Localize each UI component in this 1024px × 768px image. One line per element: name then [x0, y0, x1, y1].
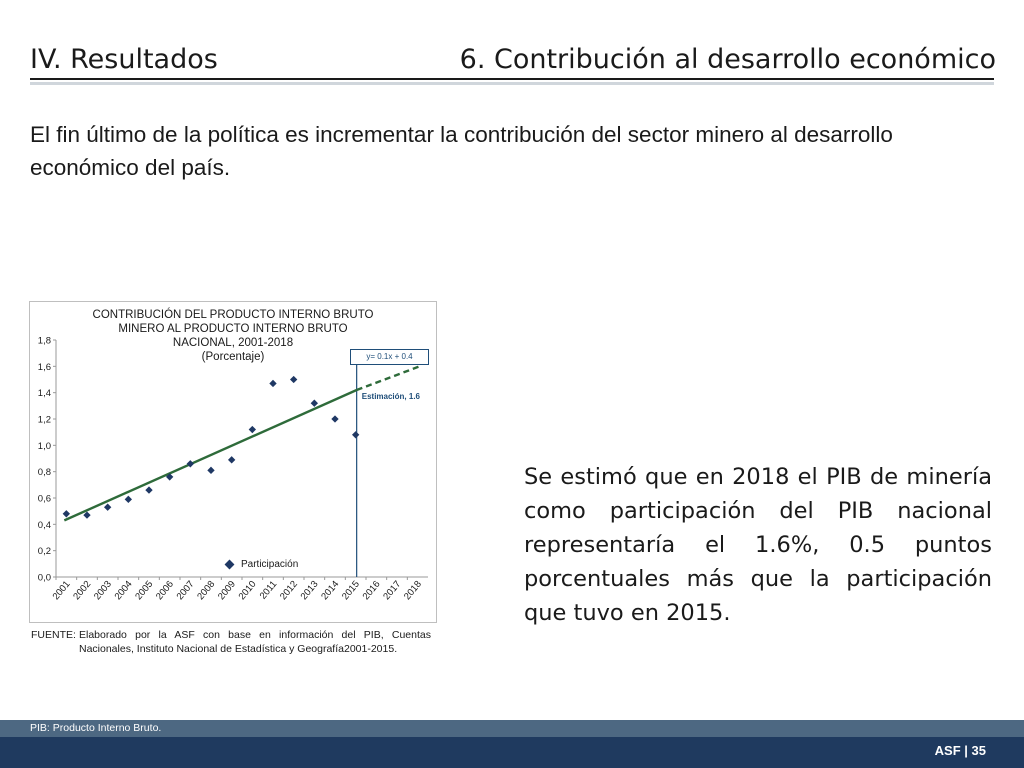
- chart-title-block: CONTRIBUCIÓN DEL PRODUCTO INTERNO BRUTO …: [88, 308, 378, 364]
- x-tick-label: 2007: [175, 579, 197, 602]
- x-tick-label: 2013: [299, 579, 321, 602]
- x-tick-label: 2012: [278, 579, 300, 602]
- x-tick-label: 2006: [154, 579, 176, 602]
- data-point: [227, 456, 236, 464]
- data-point: [62, 510, 71, 518]
- x-tick-label: 2002: [71, 579, 93, 602]
- data-point: [145, 486, 153, 494]
- intro-paragraph: El fin último de la política es incremen…: [30, 122, 893, 180]
- y-tick-label: 0,8: [38, 467, 51, 478]
- data-point: [248, 425, 257, 434]
- y-tick-label: 0,2: [38, 546, 51, 557]
- x-tick-label: 2001: [51, 579, 73, 602]
- x-tick-label: 2011: [258, 579, 280, 602]
- x-tick-label: 2018: [402, 579, 424, 602]
- x-tick-label: 2015: [340, 579, 362, 602]
- x-tick-label: 2009: [216, 579, 238, 602]
- x-tick-label: 2014: [319, 579, 341, 602]
- data-point: [289, 375, 298, 384]
- x-tick-label: 2005: [133, 579, 155, 602]
- x-tick-label: 2017: [381, 579, 403, 602]
- estimate-annotation: Estimación, 1.6: [361, 392, 420, 401]
- conclusion-paragraph: Se estimó que en 2018 el PIB de minería …: [524, 464, 992, 626]
- trend-line: [63, 388, 358, 522]
- data-point: [207, 466, 215, 475]
- header-rule: [30, 78, 994, 80]
- data-point: [186, 460, 195, 468]
- y-tick-label: 1,6: [38, 362, 51, 373]
- header-rule-shadow: [30, 82, 994, 85]
- chart-title: CONTRIBUCIÓN DEL PRODUCTO INTERNO BRUTO …: [92, 309, 374, 349]
- x-tick-label: 2008: [195, 579, 217, 602]
- topic-title: 6. Contribución al desarrollo económico: [459, 44, 996, 75]
- data-point: [310, 399, 319, 407]
- source-text: Elaborado por la ASF con base en informa…: [79, 629, 431, 655]
- y-tick-label: 1,2: [38, 415, 51, 426]
- section-title: IV. Resultados: [30, 44, 218, 75]
- footer-bar: [0, 737, 1024, 768]
- y-tick-label: 0,6: [38, 494, 51, 505]
- data-point: [103, 503, 112, 511]
- chart-source: FUENTE: Elaborado por la ASF con base en…: [31, 628, 431, 656]
- y-tick-label: 0,4: [38, 520, 51, 531]
- chart-subtitle: (Porcentaje): [201, 351, 265, 363]
- legend-label: Participación: [241, 559, 299, 570]
- x-tick-label: 2010: [237, 579, 259, 602]
- source-key: FUENTE:: [31, 629, 76, 641]
- data-point: [124, 495, 133, 503]
- chart-container: 0,0 0,2 0,4 0,6 0,8 1,0 1,2 1,4 1,6 1,8 2001 2002 20…: [29, 301, 437, 623]
- page-number: ASF | 35: [934, 743, 986, 758]
- data-point: [83, 511, 91, 519]
- footer-stripe: [0, 720, 1024, 737]
- y-tick-label: 1,0: [38, 441, 51, 452]
- chart-plot: 0,00,20,40,60,81,01,21,41,61,82001200220…: [38, 336, 428, 602]
- y-tick-label: 1,8: [38, 336, 51, 347]
- chart-legend: Participación: [224, 559, 299, 570]
- x-tick-label: 2003: [92, 579, 114, 602]
- data-point: [165, 473, 174, 481]
- footer-note: PIB: Producto Interno Bruto.: [30, 722, 162, 734]
- data-point: [351, 431, 360, 439]
- x-tick-label: 2016: [361, 579, 383, 602]
- legend-marker: [224, 559, 235, 570]
- data-point: [269, 379, 277, 388]
- trend-equation: y= 0.1x + 0.4: [350, 349, 429, 365]
- data-point: [331, 415, 339, 423]
- x-tick-label: 2004: [113, 579, 135, 602]
- projection-line: [356, 365, 421, 392]
- y-tick-label: 1,4: [38, 388, 51, 399]
- y-tick-label: 0,0: [38, 573, 51, 584]
